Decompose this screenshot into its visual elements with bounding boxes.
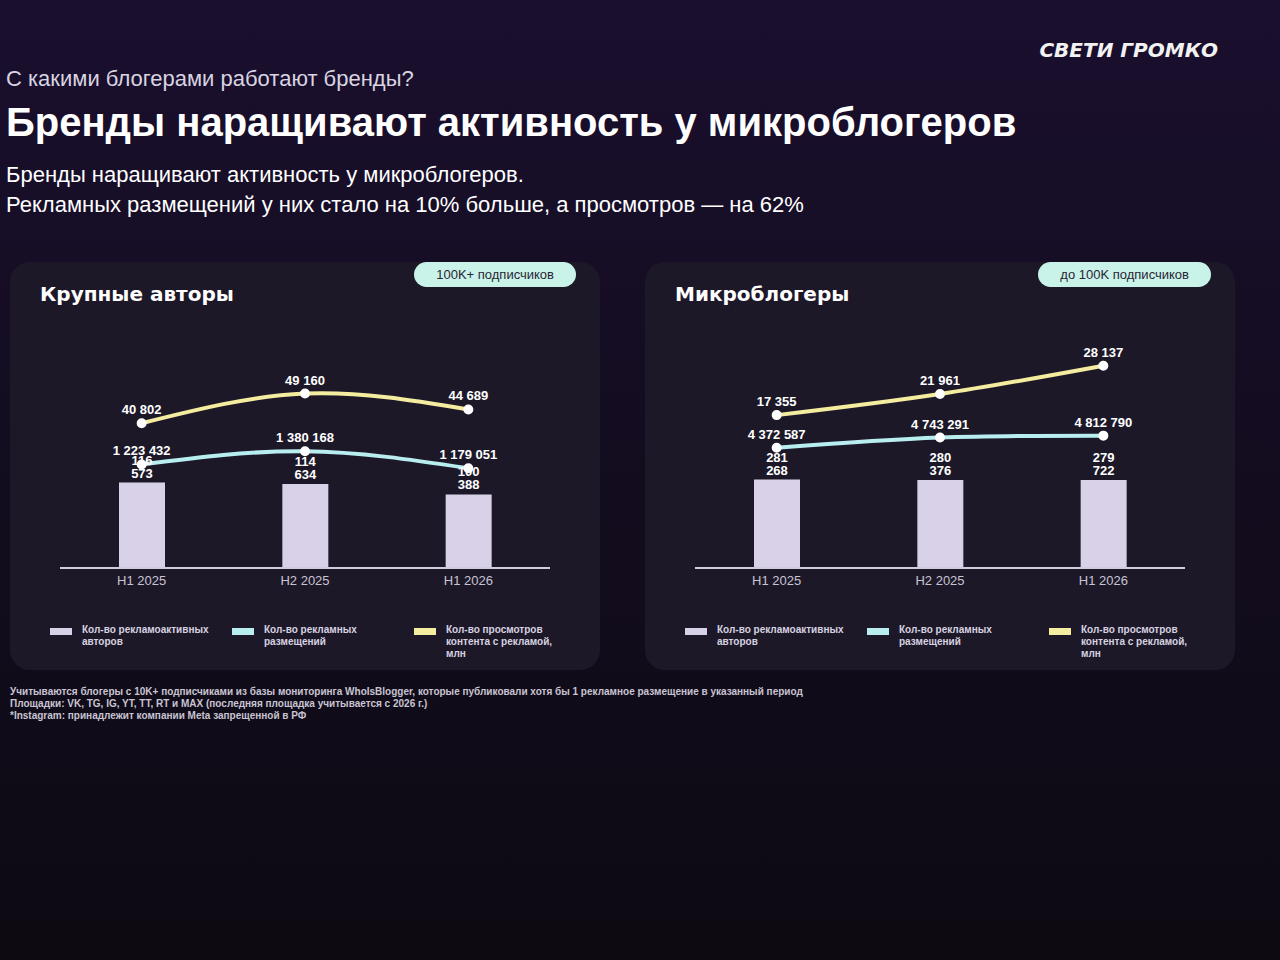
- svg-text:17 355: 17 355: [757, 394, 797, 409]
- svg-text:1 223 432: 1 223 432: [113, 443, 171, 458]
- svg-text:279722: 279722: [1093, 450, 1115, 478]
- svg-text:H1 2025: H1 2025: [117, 573, 166, 588]
- svg-text:100388: 100388: [458, 464, 480, 492]
- svg-text:280376: 280376: [929, 450, 951, 478]
- svg-text:H2 2025: H2 2025: [280, 573, 329, 588]
- svg-text:281268: 281268: [766, 450, 788, 478]
- svg-text:H1 2026: H1 2026: [1079, 573, 1128, 588]
- svg-text:21 961: 21 961: [920, 373, 960, 388]
- svg-text:4 743 291: 4 743 291: [911, 417, 969, 432]
- svg-text:H1 2025: H1 2025: [752, 573, 801, 588]
- svg-text:H2 2025: H2 2025: [915, 573, 964, 588]
- svg-text:H1 2026: H1 2026: [444, 573, 493, 588]
- svg-text:44 689: 44 689: [448, 388, 488, 403]
- svg-text:4 372 587: 4 372 587: [748, 427, 806, 442]
- svg-text:49 160: 49 160: [285, 373, 325, 388]
- svg-text:40 802: 40 802: [122, 402, 162, 417]
- svg-text:114634: 114634: [294, 454, 316, 482]
- svg-text:4 812 790: 4 812 790: [1074, 415, 1132, 430]
- svg-text:1 380 168: 1 380 168: [276, 430, 334, 445]
- svg-text:28 137: 28 137: [1083, 345, 1123, 360]
- svg-text:1 179 051: 1 179 051: [439, 447, 497, 462]
